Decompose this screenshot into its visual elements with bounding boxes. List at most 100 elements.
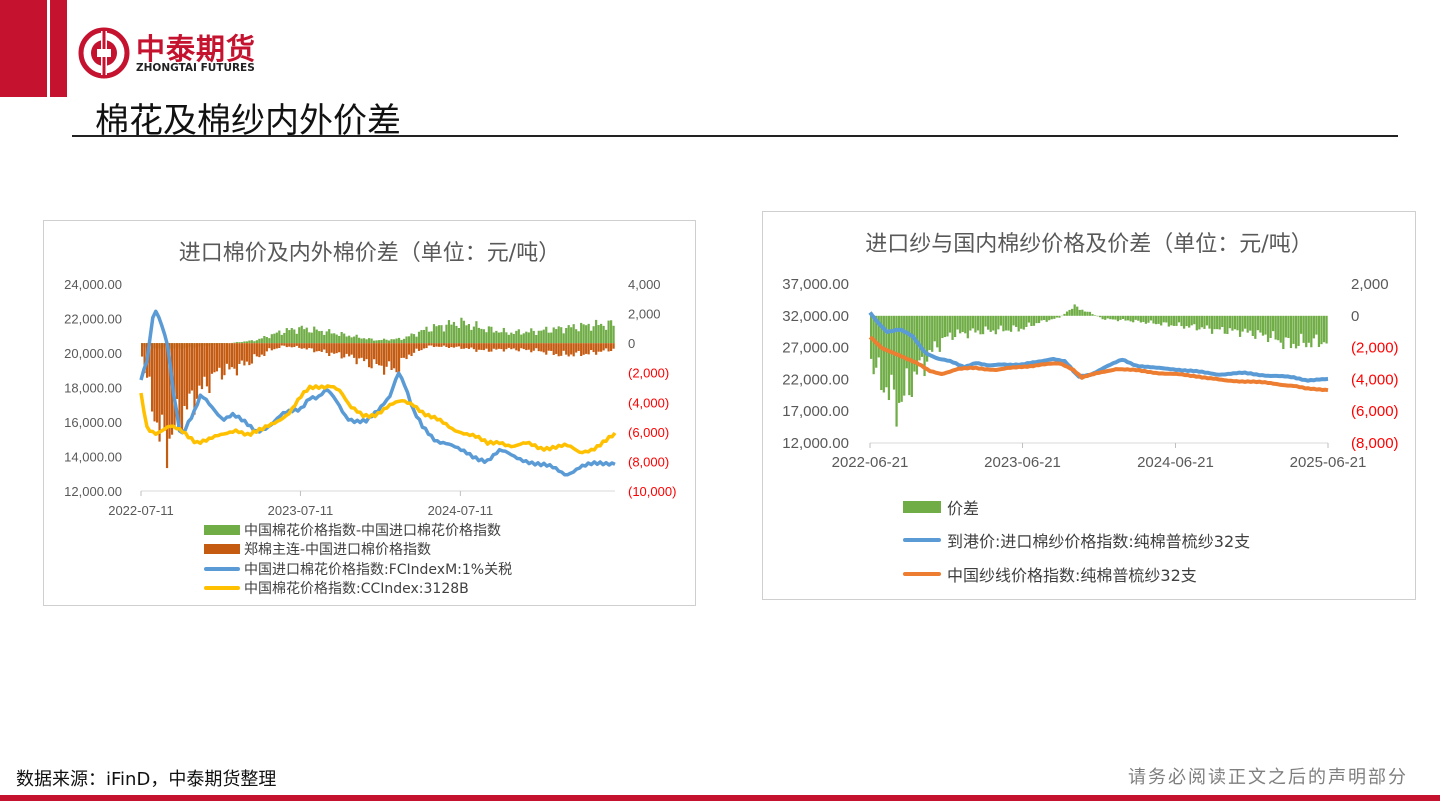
diff-bar — [343, 333, 346, 344]
diff-bar — [288, 330, 291, 344]
diff-bar — [1188, 315, 1191, 328]
diff-bar — [1282, 315, 1285, 350]
diff-bar — [510, 332, 513, 344]
diff-bar — [527, 343, 530, 350]
diff-bar — [585, 343, 588, 354]
diff-bar — [1269, 315, 1272, 338]
series-line — [139, 384, 617, 455]
diff-bar — [437, 325, 441, 344]
chart-panel-cotton-spread: 进口棉价及内外棉价差（单位：元/吨） 24,000.00 22,000.00 20,… — [43, 220, 696, 606]
diff-bar — [1152, 315, 1155, 324]
diff-bar — [882, 315, 885, 393]
diff-bar — [452, 343, 456, 348]
diff-bar — [582, 324, 585, 344]
diff-bar — [452, 321, 456, 344]
diff-bar — [502, 327, 505, 344]
x-tick-label: 2024-07-11 — [428, 503, 494, 518]
diff-bar — [1091, 314, 1094, 316]
diff-bar — [931, 315, 934, 352]
diff-bar — [442, 343, 446, 346]
diff-bar — [395, 343, 398, 373]
diff-bar — [1279, 315, 1282, 343]
diff-bar — [602, 325, 605, 344]
diff-bar — [360, 338, 363, 344]
diff-bar — [974, 315, 977, 333]
diff-bar — [437, 343, 441, 347]
diff-bar — [345, 336, 348, 344]
diff-bar — [872, 315, 875, 375]
diff-bar — [268, 338, 271, 344]
diff-bar — [270, 334, 273, 344]
diff-bar — [605, 329, 608, 344]
diff-bar — [198, 343, 201, 386]
y-right-tick-label: 2,000 — [1351, 276, 1389, 293]
diff-bar — [288, 343, 291, 347]
diff-bar — [1233, 315, 1237, 330]
diff-bar — [325, 331, 328, 344]
diff-bar — [1065, 311, 1069, 316]
legend-swatch — [903, 500, 941, 513]
chart-legend: 中国棉花价格指数-中国进口棉花价格指数 郑棉主连-中国进口棉价格指数 中国进口棉… — [204, 520, 512, 598]
y-right-tick-label: 0 — [628, 336, 635, 351]
diff-bar — [258, 343, 261, 358]
diff-bar — [600, 343, 603, 352]
diff-bar — [1134, 315, 1137, 320]
diff-bar — [385, 343, 388, 367]
diff-bar — [1193, 315, 1196, 325]
diff-bar — [240, 343, 243, 361]
diff-bar — [315, 329, 318, 344]
diff-bar — [577, 343, 580, 351]
diff-bar — [492, 332, 495, 344]
diff-bar — [427, 343, 431, 346]
diff-bar — [380, 339, 383, 344]
diff-bar — [350, 343, 353, 355]
yarn-spread-chart: 37,000.00 32,000.00 27,000.00 22,000.00 17,0… — [782, 276, 1398, 471]
diff-bar — [1004, 315, 1008, 331]
diff-bar — [555, 329, 558, 344]
x-tick-label: 2022-07-11 — [108, 503, 174, 518]
diff-bar — [562, 333, 565, 344]
diff-bar — [1185, 315, 1188, 327]
diff-bar — [310, 343, 313, 349]
y-left-tick-label: 27,000.00 — [782, 340, 849, 357]
diff-bar — [165, 343, 169, 469]
y-left-tick-label: 20,000.00 — [64, 346, 122, 361]
diff-bar — [163, 343, 166, 431]
diff-bar — [175, 343, 179, 399]
diff-bar — [532, 343, 535, 351]
diff-bar — [215, 343, 219, 372]
diff-bar — [422, 343, 426, 349]
diff-bar — [890, 315, 893, 375]
diff-bar — [1264, 315, 1267, 335]
diff-bar — [193, 343, 196, 415]
diff-bar — [1175, 315, 1178, 326]
diff-bar — [1040, 315, 1043, 321]
diff-bar — [941, 315, 944, 339]
diff-bar — [610, 343, 613, 352]
diff-bar — [595, 343, 598, 355]
diff-bar — [1322, 315, 1326, 343]
diff-bar — [1205, 315, 1209, 326]
diff-bar — [235, 343, 238, 376]
diff-bar — [150, 343, 154, 412]
diff-bar — [340, 332, 343, 344]
diff-bar — [298, 327, 301, 344]
diff-bar — [158, 343, 161, 442]
diff-bar — [565, 343, 568, 355]
legend-label: 中国棉花价格指数:CCIndex:3128B — [244, 581, 469, 598]
diff-bar — [350, 337, 353, 344]
diff-bar — [248, 343, 251, 366]
legend-swatch — [204, 566, 240, 571]
diff-bar — [915, 315, 919, 375]
diff-bar — [1180, 315, 1183, 327]
diff-bar — [1292, 315, 1295, 344]
diff-bar — [370, 338, 373, 344]
diff-bar — [1053, 315, 1056, 319]
diff-bar — [268, 343, 271, 349]
diff-bar — [340, 343, 343, 359]
diff-bar — [567, 343, 570, 357]
diff-bar — [363, 338, 366, 344]
diff-bar — [989, 315, 992, 332]
diff-bar — [303, 343, 306, 349]
diff-bar — [600, 323, 603, 344]
